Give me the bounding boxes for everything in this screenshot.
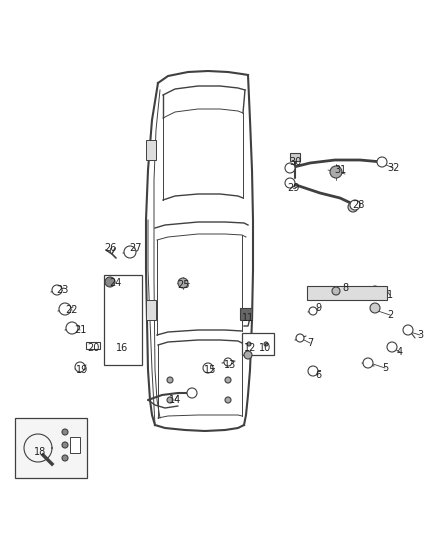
Text: 25: 25 (177, 280, 189, 290)
Circle shape (387, 342, 397, 352)
Text: 3: 3 (417, 330, 423, 340)
Circle shape (264, 342, 268, 346)
Bar (242, 333, 274, 355)
Bar (146, 300, 156, 320)
Circle shape (331, 289, 339, 297)
Circle shape (348, 202, 358, 212)
Circle shape (59, 303, 71, 315)
Text: 23: 23 (56, 285, 68, 295)
Text: 2: 2 (387, 310, 393, 320)
Bar (70, 437, 80, 453)
Circle shape (285, 178, 295, 188)
Circle shape (403, 325, 413, 335)
Text: 6: 6 (315, 370, 321, 380)
Text: 27: 27 (129, 243, 141, 253)
Circle shape (224, 358, 232, 366)
Circle shape (244, 351, 252, 359)
Text: 9: 9 (315, 303, 321, 313)
Text: 31: 31 (334, 165, 346, 175)
Text: 20: 20 (87, 343, 99, 353)
Circle shape (332, 287, 340, 295)
Circle shape (75, 362, 85, 372)
Circle shape (247, 342, 251, 346)
Circle shape (296, 334, 304, 342)
Text: 16: 16 (116, 343, 128, 353)
Circle shape (62, 442, 68, 448)
Text: 5: 5 (382, 363, 388, 373)
Circle shape (285, 163, 295, 173)
Circle shape (203, 363, 213, 373)
Circle shape (377, 157, 387, 167)
Text: 24: 24 (109, 278, 121, 288)
Circle shape (62, 455, 68, 461)
Circle shape (308, 366, 318, 376)
Bar (146, 140, 156, 160)
Text: 10: 10 (259, 343, 271, 353)
Circle shape (105, 277, 115, 287)
Text: 1: 1 (387, 290, 393, 300)
Circle shape (363, 358, 373, 368)
Text: 8: 8 (342, 283, 348, 293)
Circle shape (311, 292, 319, 300)
Circle shape (225, 397, 231, 403)
Text: 14: 14 (169, 395, 181, 405)
Text: 12: 12 (244, 343, 256, 353)
Circle shape (187, 388, 197, 398)
Text: 15: 15 (204, 365, 216, 375)
Circle shape (178, 278, 188, 288)
Circle shape (52, 285, 62, 295)
Circle shape (309, 307, 317, 315)
Circle shape (62, 429, 68, 435)
Circle shape (370, 303, 380, 313)
Bar (15, 418, 87, 478)
Circle shape (371, 286, 379, 294)
Text: 28: 28 (352, 200, 364, 210)
Text: 4: 4 (397, 347, 403, 357)
Text: 32: 32 (387, 163, 399, 173)
Text: 26: 26 (104, 243, 116, 253)
Text: 30: 30 (289, 157, 301, 167)
Text: 19: 19 (76, 365, 88, 375)
Circle shape (351, 287, 359, 295)
Text: 11: 11 (242, 313, 254, 323)
Circle shape (350, 200, 360, 210)
Bar (307, 286, 387, 300)
Text: 7: 7 (307, 338, 313, 348)
Text: 18: 18 (34, 447, 46, 457)
Bar (290, 153, 300, 161)
Circle shape (225, 377, 231, 383)
Circle shape (66, 322, 78, 334)
Bar (104, 275, 142, 365)
Circle shape (167, 397, 173, 403)
Circle shape (124, 246, 136, 258)
Text: 21: 21 (74, 325, 86, 335)
Bar (86, 342, 100, 349)
Circle shape (167, 377, 173, 383)
Text: 29: 29 (287, 183, 299, 193)
Bar (240, 308, 252, 320)
Circle shape (330, 166, 342, 178)
Text: 22: 22 (66, 305, 78, 315)
Text: 13: 13 (224, 360, 236, 370)
